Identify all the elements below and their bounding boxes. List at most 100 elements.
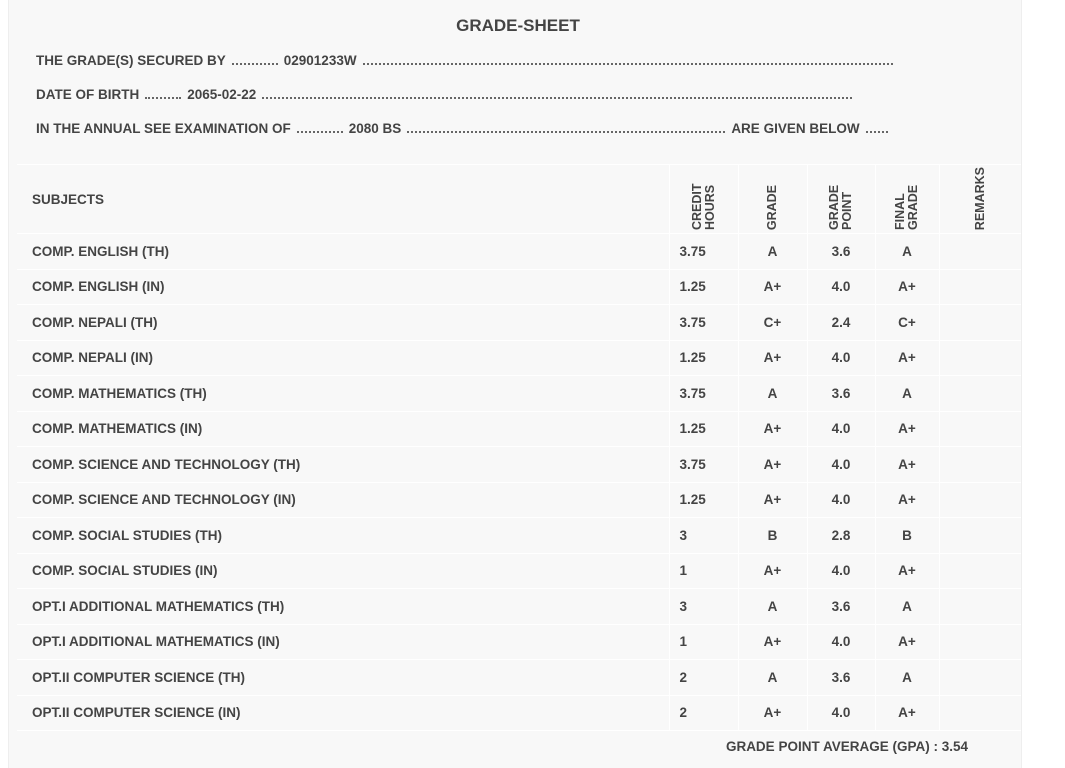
column-header: GRADE	[765, 185, 779, 231]
info-label: IN THE ANNUAL SEE EXAMINATION OF	[36, 121, 291, 136]
subject-cell: COMP. NEPALI (IN)	[17, 339, 669, 377]
grade-cell: 2	[668, 694, 738, 732]
grade-cell: A+	[737, 694, 807, 732]
grade-cell: A+	[737, 410, 807, 448]
table-row: OPT.II COMPUTER SCIENCE (IN) 2 A+ 4.0 A+	[17, 694, 1021, 732]
subject-cell: OPT.I ADDITIONAL MATHEMATICS (IN)	[17, 623, 669, 661]
header-row: SUBJECTS CREDIT HOURS GRADE GRADE POINT FINA…	[17, 163, 1021, 235]
grade-cell: 3	[668, 588, 738, 625]
subject-cell: COMP. NEPALI (TH)	[17, 304, 669, 341]
gpa-label: GRADE POINT AVERAGE (GPA) :	[725, 739, 938, 754]
grade-cell: 3.75	[668, 304, 738, 341]
grade-cell: 1.25	[668, 339, 738, 377]
leader	[865, 127, 888, 133]
table-row: COMP. ENGLISH (TH) 3.75 A 3.6 A	[17, 233, 1021, 270]
grade-cell: 2.4	[806, 304, 875, 341]
grade-cell: 4.0	[806, 410, 875, 448]
info-line: DATE OF BIRTH 2065-02-22	[36, 87, 858, 102]
column-header-cell: CREDIT HOURS	[668, 163, 738, 235]
subject-cell: OPT.II COMPUTER SCIENCE (TH)	[17, 659, 669, 696]
grade-cell: 1	[668, 552, 738, 590]
grade-cell: A+	[874, 446, 939, 483]
remarks-cell	[938, 588, 1021, 625]
grade-cell: 2.8	[806, 517, 875, 554]
grade-cell: A	[737, 375, 807, 412]
remarks-cell	[938, 517, 1021, 554]
grade-cell: 1.25	[668, 410, 738, 448]
grade-cell: C+	[737, 304, 807, 341]
grade-cell: A	[874, 588, 939, 625]
leader	[407, 127, 726, 133]
grade-cell: 3	[668, 517, 738, 554]
leader	[362, 59, 893, 65]
info-value: 2065-02-22	[187, 87, 257, 102]
column-header-cell: FINAL GRADE	[874, 163, 939, 235]
column-header-cell: REMARKS	[938, 163, 1021, 235]
remarks-cell	[938, 659, 1021, 696]
info-suffix: ARE GIVEN BELOW	[731, 121, 860, 136]
grade-cell: A+	[737, 268, 807, 306]
remarks-cell	[938, 481, 1021, 519]
info-value: 2080 BS	[348, 121, 402, 136]
table-row: COMP. SCIENCE AND TECHNOLOGY (TH) 3.75 A+ 4…	[17, 446, 1021, 483]
gpa: GRADE POINT AVERAGE (GPA) : 3.54	[726, 739, 968, 754]
table-body: COMP. ENGLISH (TH) 3.75 A 3.6 A COMP. ENGLISH…	[17, 233, 1021, 732]
remarks-cell	[938, 552, 1021, 590]
grade-cell: A	[737, 588, 807, 625]
grade-sheet-panel: GRADE-SHEET THE GRADE(S) SECURED BY 0290…	[8, 0, 1022, 768]
grade-cell: A	[874, 659, 939, 696]
grade-cell: 3.6	[806, 233, 875, 270]
subject-cell: COMP. MATHEMATICS (IN)	[17, 410, 669, 448]
info-line: IN THE ANNUAL SEE EXAMINATION OF 2080 BS…	[36, 121, 894, 136]
column-header: FINAL GRADE	[893, 185, 920, 231]
remarks-cell	[938, 339, 1021, 377]
grade-cell: 4.0	[806, 268, 875, 306]
subject-cell: COMP. ENGLISH (IN)	[17, 268, 669, 306]
grade-cell: 3.6	[806, 588, 875, 625]
grade-cell: 4.0	[806, 339, 875, 377]
info-label: THE GRADE(S) SECURED BY	[36, 53, 226, 68]
leader	[145, 93, 182, 99]
subject-cell: COMP. MATHEMATICS (TH)	[17, 375, 669, 412]
subject-cell: COMP. SOCIAL STUDIES (IN)	[17, 552, 669, 590]
grade-cell: B	[874, 517, 939, 554]
grade-cell: A+	[737, 552, 807, 590]
grade-cell: A+	[874, 339, 939, 377]
subject-cell: OPT.II COMPUTER SCIENCE (IN)	[17, 694, 669, 732]
subject-cell: COMP. SCIENCE AND TECHNOLOGY (TH)	[17, 446, 669, 483]
grade-cell: 3.75	[668, 375, 738, 412]
grade-cell: A	[874, 233, 939, 270]
table-row: OPT.II COMPUTER SCIENCE (TH) 2 A 3.6 A	[17, 659, 1021, 696]
remarks-cell	[938, 694, 1021, 732]
grade-cell: 3.6	[806, 659, 875, 696]
table-row: COMP. SOCIAL STUDIES (IN) 1 A+ 4.0 A+	[17, 552, 1021, 590]
grade-cell: 1.25	[668, 268, 738, 306]
grade-cell: 4.0	[806, 481, 875, 519]
leader	[296, 127, 343, 133]
remarks-cell	[938, 233, 1021, 270]
remarks-cell	[938, 375, 1021, 412]
grade-cell: A+	[874, 694, 939, 732]
grade-cell: 1.25	[668, 481, 738, 519]
grade-cell: A+	[874, 481, 939, 519]
table-row: OPT.I ADDITIONAL MATHEMATICS (IN) 1 A+ 4.0 A…	[17, 623, 1021, 661]
grade-cell: A+	[737, 339, 807, 377]
table-row: COMP. MATHEMATICS (IN) 1.25 A+ 4.0 A+	[17, 410, 1021, 448]
remarks-cell	[938, 623, 1021, 661]
grade-cell: A+	[874, 623, 939, 661]
grade-cell: 4.0	[806, 446, 875, 483]
grade-cell: A	[874, 375, 939, 412]
leader	[231, 59, 278, 65]
grade-table: SUBJECTS CREDIT HOURS GRADE GRADE POINT FINA…	[17, 163, 1021, 732]
info-label: DATE OF BIRTH	[36, 87, 140, 102]
table-row: COMP. NEPALI (TH) 3.75 C+ 2.4 C+	[17, 304, 1021, 341]
grade-cell: 4.0	[806, 552, 875, 590]
subject-cell: OPT.I ADDITIONAL MATHEMATICS (TH)	[17, 588, 669, 625]
grade-cell: 4.0	[806, 694, 875, 732]
grade-cell: 3.6	[806, 375, 875, 412]
remarks-cell	[938, 446, 1021, 483]
grade-cell: A+	[874, 410, 939, 448]
remarks-cell	[938, 304, 1021, 341]
grade-cell: A	[737, 659, 807, 696]
